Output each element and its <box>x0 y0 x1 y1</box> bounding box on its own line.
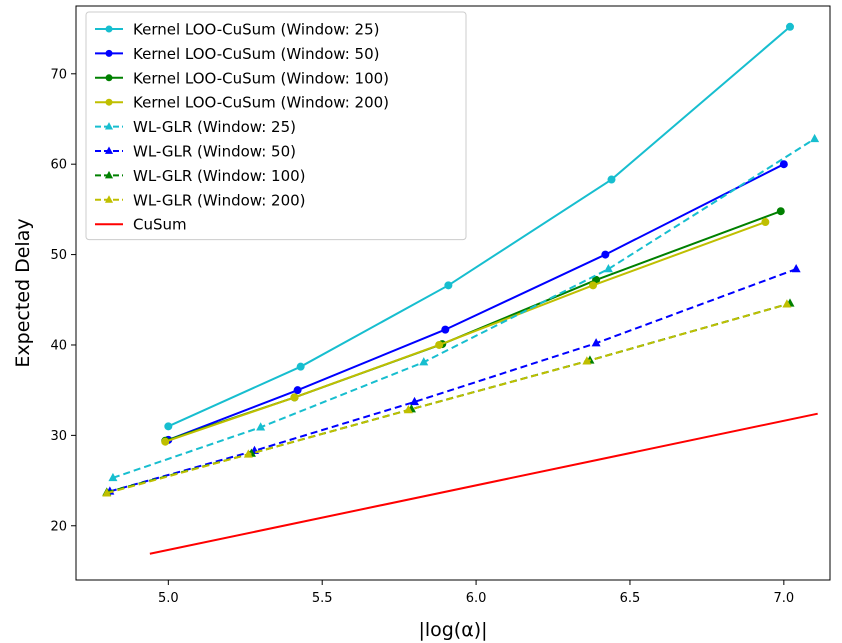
legend-label: Kernel LOO-CuSum (Window: 25) <box>133 21 379 39</box>
data-point <box>293 386 302 395</box>
series-6 <box>105 264 801 495</box>
y-tick-label: 30 <box>50 429 67 444</box>
series-1 <box>164 22 794 431</box>
x-tick-label: 7.0 <box>773 591 794 606</box>
y-tick-label: 60 <box>50 158 67 173</box>
legend-swatch-marker <box>105 49 113 57</box>
legend-swatch-marker <box>104 195 114 203</box>
legend-label: Kernel LOO-CuSum (Window: 200) <box>133 94 389 112</box>
series-3 <box>161 207 785 445</box>
series-4 <box>161 218 770 446</box>
data-point <box>591 338 601 347</box>
y-tick-label: 20 <box>50 519 67 534</box>
data-point <box>419 357 429 366</box>
x-tick-label: 5.0 <box>158 591 179 606</box>
data-point <box>161 437 170 446</box>
data-point <box>782 299 792 308</box>
series-5 <box>108 133 820 482</box>
data-point <box>256 422 266 431</box>
x-tick-label: 6.5 <box>620 591 641 606</box>
legend-swatch-marker <box>105 74 113 82</box>
x-axis-label: |log(α)| <box>418 619 487 641</box>
data-point <box>403 405 413 414</box>
data-point <box>779 160 788 169</box>
y-axis-label: Expected Delay <box>12 218 34 367</box>
legend-swatch-marker <box>105 25 113 33</box>
data-point <box>582 356 592 365</box>
series-line <box>149 412 818 555</box>
y-tick-label: 70 <box>50 67 67 82</box>
data-point <box>607 175 616 184</box>
legend-item: WL-GLR (Window: 25) <box>95 118 296 136</box>
legend-box <box>85 11 467 241</box>
legend-label: WL-GLR (Window: 200) <box>133 191 306 209</box>
data-point <box>243 449 253 458</box>
legend-swatch-marker <box>104 122 114 130</box>
data-point <box>761 218 770 227</box>
data-point <box>444 281 453 290</box>
legend-label: WL-GLR (Window: 50) <box>133 143 296 161</box>
x-tick-label: 6.0 <box>466 591 487 606</box>
legend-item: WL-GLR (Window: 100) <box>95 167 306 185</box>
legend-swatch-marker <box>105 98 113 106</box>
data-point <box>589 281 598 290</box>
y-tick-label: 50 <box>50 248 67 263</box>
legend-label: Kernel LOO-CuSum (Window: 50) <box>133 45 379 63</box>
legend-swatch-marker <box>104 146 114 154</box>
y-tick-label: 40 <box>50 338 67 353</box>
data-point <box>791 264 801 273</box>
data-point <box>603 264 613 273</box>
legend: Kernel LOO-CuSum (Window: 25) Kernel LOO-… <box>85 11 467 241</box>
legend-label: CuSum <box>133 216 187 234</box>
data-point <box>108 472 118 482</box>
legend-label: WL-GLR (Window: 100) <box>133 167 306 185</box>
data-point <box>785 22 794 31</box>
data-point <box>290 393 299 402</box>
legend-label: WL-GLR (Window: 25) <box>133 118 296 136</box>
series-line <box>109 268 797 493</box>
series-line <box>164 221 766 443</box>
plot-frame <box>75 5 831 581</box>
legend-item: Kernel LOO-CuSum (Window: 200) <box>95 94 389 112</box>
legend-item: Kernel LOO-CuSum (Window: 100) <box>95 69 389 87</box>
legend-item: WL-GLR (Window: 50) <box>95 143 296 161</box>
legend-label: Kernel LOO-CuSum (Window: 100) <box>133 69 389 87</box>
legend-item: Kernel LOO-CuSum (Window: 25) <box>95 21 379 39</box>
x-axis: 5.0 5.5 6.0 6.5 7.0 <box>158 580 794 606</box>
series-8 <box>102 299 792 497</box>
data-point <box>601 250 610 259</box>
legend-item: WL-GLR (Window: 200) <box>95 191 306 209</box>
series-9 <box>149 412 818 555</box>
data-point <box>776 207 785 216</box>
data-point <box>164 422 173 431</box>
series-2 <box>164 160 788 444</box>
data-point <box>441 325 450 334</box>
legend-item: Kernel LOO-CuSum (Window: 50) <box>95 45 379 63</box>
data-point <box>810 133 820 143</box>
data-point <box>296 362 305 371</box>
legend-swatch-marker <box>104 170 114 179</box>
y-axis: 20 30 40 50 60 70 <box>50 67 76 534</box>
data-point <box>102 488 112 497</box>
data-point <box>410 396 420 406</box>
data-point <box>435 340 444 349</box>
legend-item: CuSum <box>95 216 187 234</box>
x-tick-label: 5.5 <box>312 591 333 606</box>
series-layer <box>102 22 820 555</box>
